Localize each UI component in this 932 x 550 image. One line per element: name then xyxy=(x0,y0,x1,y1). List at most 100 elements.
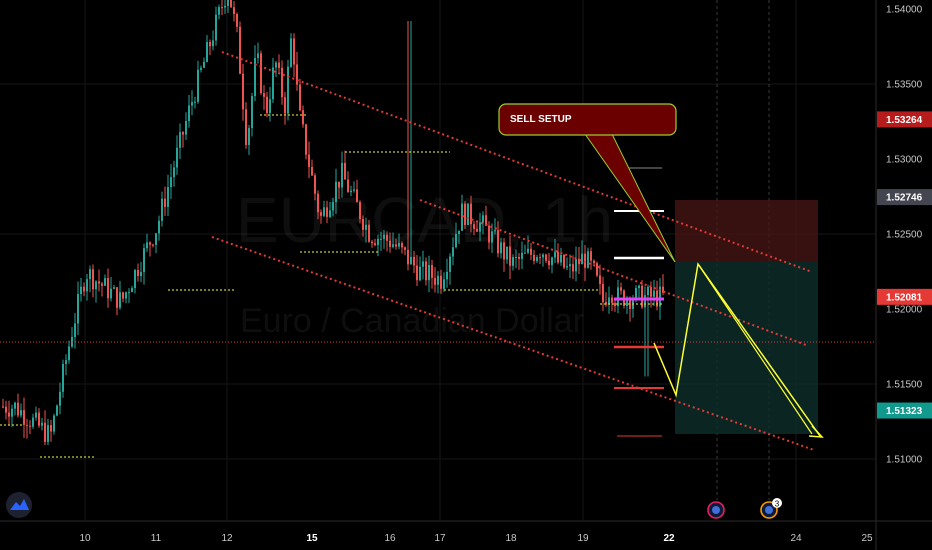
candle-body xyxy=(395,244,397,247)
candle-body xyxy=(77,294,79,324)
event-icon-flag xyxy=(765,506,773,514)
candle xyxy=(296,52,298,91)
candle xyxy=(344,150,346,180)
candle xyxy=(47,418,49,446)
candle-body xyxy=(350,190,352,193)
candle xyxy=(263,85,265,110)
candle-body xyxy=(458,230,460,234)
candle-body xyxy=(557,251,559,263)
candle xyxy=(302,105,304,128)
candle-body xyxy=(620,287,622,291)
candle xyxy=(461,194,463,231)
candle-body xyxy=(554,251,556,258)
candle xyxy=(65,354,67,376)
candle-body xyxy=(155,233,157,245)
candle-body xyxy=(80,286,82,295)
candle xyxy=(62,359,64,398)
candle xyxy=(428,255,430,292)
candle-body xyxy=(494,230,496,232)
candle-body xyxy=(536,257,538,261)
candle-body xyxy=(584,253,586,268)
candle-body xyxy=(404,247,406,250)
candle xyxy=(599,264,601,295)
stop-loss-zone[interactable] xyxy=(675,200,818,262)
candle-body xyxy=(302,110,304,125)
candle xyxy=(251,92,253,137)
candle-body xyxy=(281,67,283,98)
candle xyxy=(233,1,235,22)
candle xyxy=(287,59,289,121)
candle xyxy=(44,410,46,446)
candle-body xyxy=(35,412,37,418)
candle-body xyxy=(578,258,580,265)
candle xyxy=(257,42,259,64)
candle xyxy=(158,215,160,241)
candle-body xyxy=(563,254,565,268)
candle-body xyxy=(632,300,634,309)
candle-body xyxy=(434,277,436,285)
candle xyxy=(515,249,517,269)
candle xyxy=(32,413,34,429)
candle xyxy=(119,280,121,310)
price-tick-label: 1.53500 xyxy=(886,80,923,91)
candle-body xyxy=(461,203,463,231)
symbol-watermark: EURCAD, 1h xyxy=(236,184,613,256)
candle xyxy=(359,200,361,224)
candle-body xyxy=(239,26,241,74)
take-profit-zone[interactable] xyxy=(675,262,818,434)
candle-body xyxy=(260,53,262,94)
candle xyxy=(317,190,319,220)
candle-body xyxy=(590,251,592,261)
candle-body xyxy=(467,203,469,225)
candle-body xyxy=(341,162,343,188)
price-tag[interactable]: 1.53264 xyxy=(877,111,932,128)
time-axis[interactable]: 10 11 12 15 16 17 18 19 22 24 25 xyxy=(79,533,873,544)
economic-event-icon[interactable] xyxy=(707,501,725,519)
channel-middle-line[interactable] xyxy=(419,199,807,346)
candle xyxy=(41,418,43,431)
economic-event-icon-group[interactable]: 3 xyxy=(760,498,782,519)
candle xyxy=(539,253,541,264)
price-tag[interactable]: 1.51323 xyxy=(877,402,932,419)
candle-body xyxy=(293,38,295,65)
candle-body xyxy=(236,13,238,27)
candle xyxy=(605,292,607,307)
channel-lower-line[interactable] xyxy=(211,236,815,451)
price-tag[interactable]: 1.52746 xyxy=(877,189,932,206)
candle-body xyxy=(308,154,310,167)
candle-body xyxy=(431,265,433,278)
candle xyxy=(419,256,421,282)
candle xyxy=(431,259,433,289)
candle-body xyxy=(368,224,370,242)
candle-body xyxy=(326,207,328,217)
candle xyxy=(95,280,97,303)
candle-body xyxy=(485,215,487,226)
projected-path[interactable] xyxy=(653,262,821,437)
candle-body xyxy=(95,281,97,290)
candle xyxy=(416,254,418,287)
price-tag[interactable]: 1.52081 xyxy=(877,288,932,305)
time-tick-label: 10 xyxy=(79,533,91,544)
sell-setup-callout[interactable]: SELL SETUP xyxy=(498,103,677,263)
price-axis[interactable]: 1.545001.540001.535001.530001.525001.520… xyxy=(877,0,932,466)
candle-body xyxy=(593,260,595,264)
candle-body xyxy=(50,425,52,432)
candle xyxy=(326,200,328,224)
candle xyxy=(146,233,148,252)
candle xyxy=(503,238,505,272)
candle-body xyxy=(491,231,493,243)
candle xyxy=(476,222,478,233)
event-count-badge xyxy=(772,498,782,508)
candle xyxy=(224,0,226,15)
candle xyxy=(557,243,559,265)
tradingview-logo[interactable] xyxy=(6,492,32,518)
candle xyxy=(338,181,340,199)
candle xyxy=(203,57,205,69)
candle xyxy=(656,280,658,311)
event-icon-flag xyxy=(712,506,720,514)
candle xyxy=(242,63,244,121)
candle xyxy=(125,291,127,304)
candle-body xyxy=(401,242,403,248)
